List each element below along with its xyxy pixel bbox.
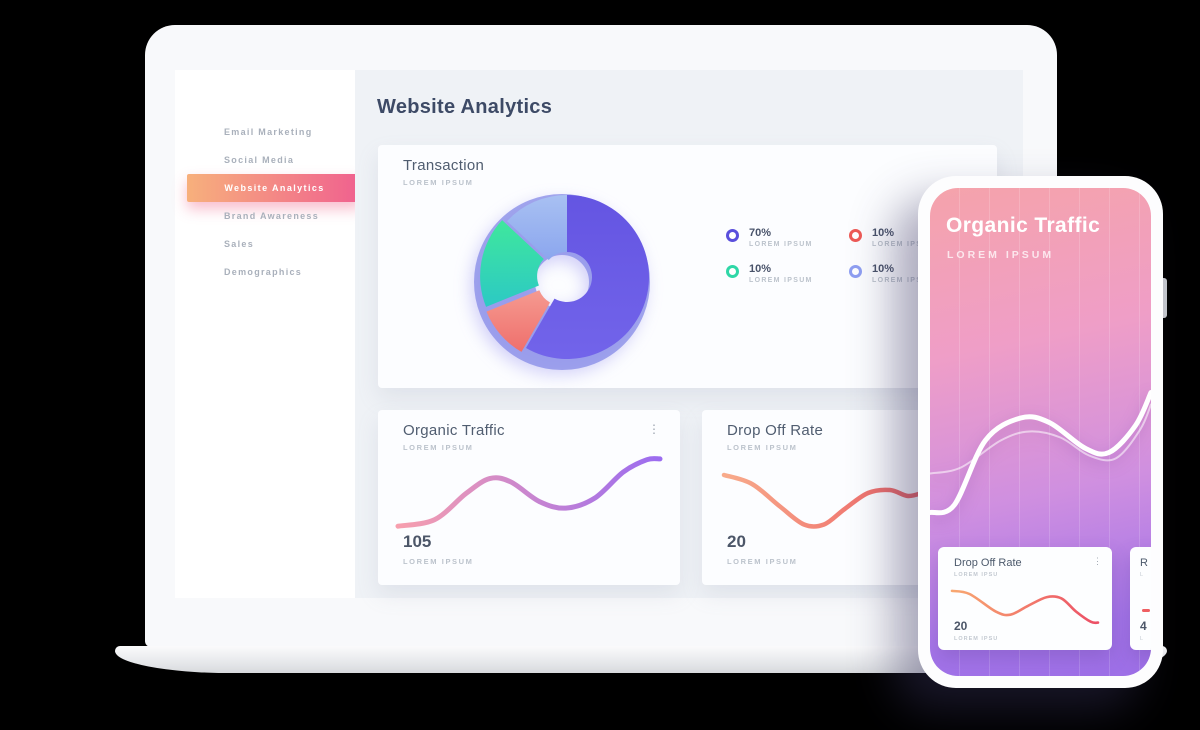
legend-ring-icon <box>849 229 862 242</box>
phone-partial-value-label: L <box>1140 636 1144 642</box>
phone-partial-card: R L 4 L <box>1130 547 1151 650</box>
transaction-card-title: Transaction <box>403 157 485 174</box>
phone-mockup: Organic Traffic LOREM IPSUM Drop Off Rat… <box>918 176 1163 688</box>
dropoff-card-title: Drop Off Rate <box>727 422 824 439</box>
legend-value: 10% <box>872 263 895 275</box>
phone-screen: Organic Traffic LOREM IPSUM Drop Off Rat… <box>930 188 1151 676</box>
dropoff-card-value: 20 <box>727 532 746 551</box>
kebab-menu-icon[interactable]: ⋮ <box>1093 556 1102 566</box>
laptop-screen: Email Marketing Social Media Website Ana… <box>145 25 1057 647</box>
organic-card-subtitle: LOREM IPSUM <box>403 443 474 452</box>
phone-page-title: Organic Traffic <box>946 214 1101 237</box>
sidebar-item-sales[interactable]: Sales <box>224 239 255 249</box>
legend-ring-icon <box>726 229 739 242</box>
main-content: Website Analytics Transaction LOREM IPSU… <box>355 70 1023 598</box>
drop-off-rate-chart <box>721 472 927 529</box>
phone-dropoff-subtitle: LOREM IPSU <box>954 572 999 578</box>
phone-partial-subtitle: L <box>1140 572 1144 578</box>
transaction-donut-chart <box>474 194 650 370</box>
organic-traffic-chart <box>395 456 663 529</box>
organic-card-value-label: LOREM IPSUM <box>403 557 474 566</box>
organic-card-value: 105 <box>403 532 432 551</box>
legend-value: 10% <box>872 227 895 239</box>
legend-item: 70% LOREM IPSUM <box>726 227 849 248</box>
legend-item: 10% LOREM IPSUM <box>849 263 972 284</box>
legend-label: LOREM IPSUM <box>749 241 813 248</box>
legend-ring-icon <box>849 265 862 278</box>
phone-drop-off-card: Drop Off Rate LOREM IPSU ⋮ 20 LOREM IPSU <box>938 547 1112 650</box>
phone-side-button <box>1159 278 1167 318</box>
legend-item: 10% LOREM IPSUM <box>726 263 849 284</box>
phone-partial-title: R <box>1140 557 1148 569</box>
sidebar-nav: Email Marketing Social Media Website Ana… <box>175 118 362 286</box>
transaction-card: Transaction LOREM IPSUM 70% LOREM IPSUM <box>378 145 997 388</box>
sidebar-item-social-media[interactable]: Social Media <box>224 155 295 165</box>
page-title: Website Analytics <box>377 96 553 118</box>
dropoff-card-value-label: LOREM IPSUM <box>727 557 798 566</box>
legend-label: LOREM IPSUM <box>749 277 813 284</box>
dropoff-card-subtitle: LOREM IPSUM <box>727 443 798 452</box>
sidebar-item-website-analytics[interactable]: Website Analytics <box>187 174 362 202</box>
phone-dropoff-value: 20 <box>954 619 968 633</box>
legend-value: 10% <box>749 263 772 275</box>
donut-legend: 70% LOREM IPSUM 10% LOREM IPSUM <box>726 227 972 284</box>
legend-item: 10% LOREM IPSUM <box>849 227 972 248</box>
organic-traffic-card: Organic Traffic LOREM IPSUM ⋮ 105 LOREM … <box>378 410 680 585</box>
sidebar-item-email-marketing[interactable]: Email Marketing <box>224 127 313 137</box>
legend-label: LOREM IPSUM <box>872 277 936 284</box>
organic-card-title: Organic Traffic <box>403 422 505 439</box>
legend-ring-icon <box>726 265 739 278</box>
sidebar: Email Marketing Social Media Website Ana… <box>175 70 362 598</box>
sidebar-item-demographics[interactable]: Demographics <box>224 267 303 277</box>
kebab-menu-icon[interactable]: ⋮ <box>648 422 660 436</box>
phone-dropoff-title: Drop Off Rate <box>954 557 1022 569</box>
transaction-card-subtitle: LOREM IPSUM <box>403 178 474 187</box>
phone-page-subtitle: LOREM IPSUM <box>947 249 1055 261</box>
legend-label: LOREM IPSUM <box>872 241 936 248</box>
legend-value: 70% <box>749 227 772 239</box>
sidebar-item-brand-awareness[interactable]: Brand Awareness <box>224 211 320 221</box>
phone-organic-traffic-chart <box>930 390 1151 516</box>
mini-chart-line-end <box>1142 609 1150 612</box>
phone-drop-off-chart <box>950 589 1100 625</box>
phone-partial-value: 4 <box>1140 619 1147 633</box>
phone-dropoff-value-label: LOREM IPSU <box>954 636 999 642</box>
